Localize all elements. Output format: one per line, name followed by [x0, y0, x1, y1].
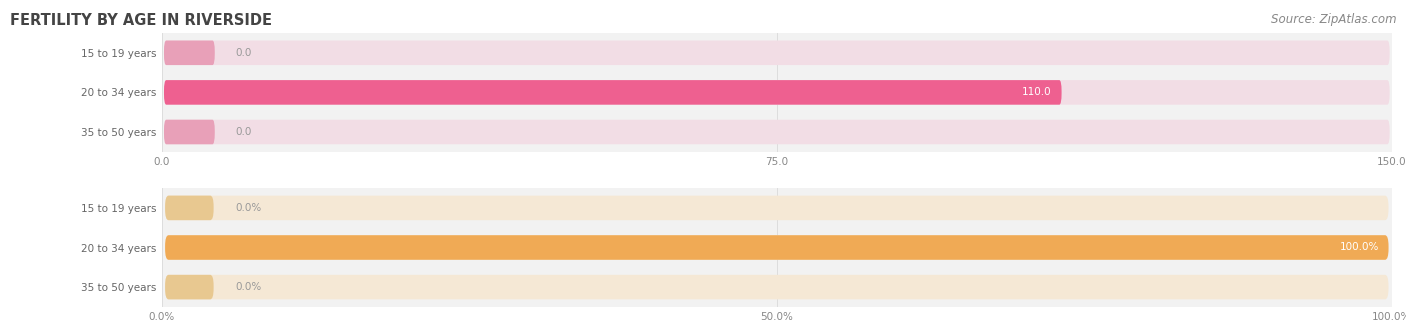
FancyBboxPatch shape — [165, 235, 1389, 260]
FancyBboxPatch shape — [165, 41, 1389, 65]
Text: 0.0: 0.0 — [236, 48, 252, 58]
FancyBboxPatch shape — [165, 80, 1062, 105]
Text: 0.0%: 0.0% — [236, 203, 262, 213]
Text: 110.0: 110.0 — [1022, 87, 1052, 97]
FancyBboxPatch shape — [165, 196, 214, 220]
FancyBboxPatch shape — [165, 275, 214, 299]
Text: Source: ZipAtlas.com: Source: ZipAtlas.com — [1271, 13, 1396, 26]
Text: 100.0%: 100.0% — [1340, 243, 1379, 252]
FancyBboxPatch shape — [165, 196, 1389, 220]
Text: 0.0%: 0.0% — [236, 282, 262, 292]
FancyBboxPatch shape — [165, 120, 1389, 144]
FancyBboxPatch shape — [165, 120, 215, 144]
FancyBboxPatch shape — [165, 80, 1389, 105]
FancyBboxPatch shape — [165, 41, 215, 65]
Text: 0.0: 0.0 — [236, 127, 252, 137]
FancyBboxPatch shape — [165, 275, 1389, 299]
FancyBboxPatch shape — [165, 235, 1389, 260]
Text: FERTILITY BY AGE IN RIVERSIDE: FERTILITY BY AGE IN RIVERSIDE — [10, 13, 271, 28]
